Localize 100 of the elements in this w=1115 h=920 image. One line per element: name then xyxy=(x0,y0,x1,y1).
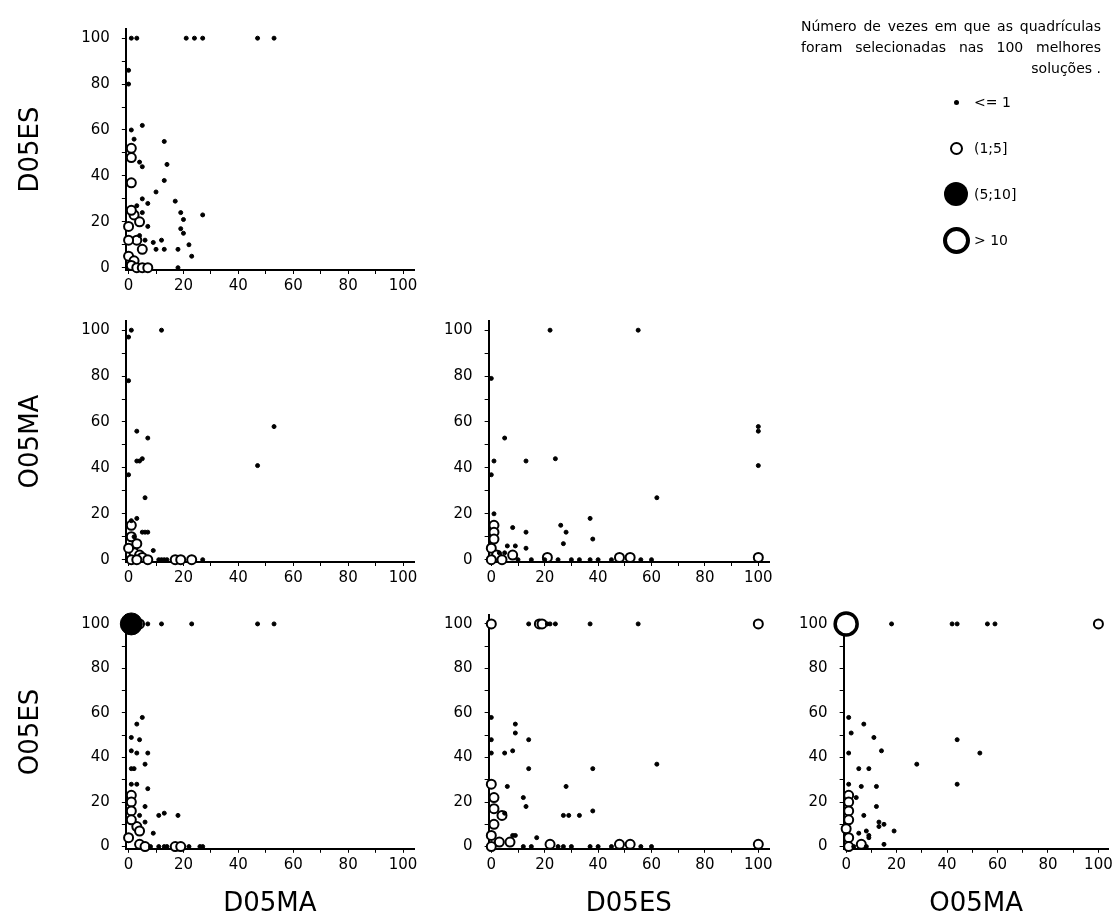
point xyxy=(507,549,519,561)
x-tick-label: 60 xyxy=(283,275,303,294)
y-tick-label: 0 xyxy=(818,836,828,855)
y-axis-title: D05ES xyxy=(14,106,45,193)
y-tick-label: 80 xyxy=(453,365,473,384)
point xyxy=(131,538,143,550)
x-tick-label: 80 xyxy=(338,854,358,873)
y-axis-title: O05MA xyxy=(14,394,45,489)
point xyxy=(840,823,852,835)
y-tick-label: 60 xyxy=(453,411,473,430)
x-tick-label: 60 xyxy=(641,567,662,586)
point xyxy=(123,234,135,246)
x-tick-label: 100 xyxy=(1084,854,1113,873)
x-tick-label: 0 xyxy=(123,275,134,294)
x-tick-label: 20 xyxy=(173,567,194,586)
y-tick-label: 60 xyxy=(90,411,110,430)
y-tick-label: 40 xyxy=(808,747,828,766)
y-tick-label: 100 xyxy=(81,28,110,47)
x-tick-label: 60 xyxy=(641,854,662,873)
point xyxy=(485,829,497,841)
x-tick-label: 100 xyxy=(388,275,418,294)
x-tick-label: 60 xyxy=(283,567,303,586)
point xyxy=(123,220,135,232)
y-tick-label: 20 xyxy=(453,791,473,810)
x-axis-title: O05MA xyxy=(929,887,1024,918)
y-tick-label: 100 xyxy=(443,320,473,339)
y-tick-label: 100 xyxy=(443,613,473,632)
x-tick-label: 100 xyxy=(744,854,773,873)
x-tick-label: 80 xyxy=(338,567,358,586)
point xyxy=(485,841,497,853)
y-tick-label: 40 xyxy=(90,457,110,476)
x-tick-label: 100 xyxy=(388,567,418,586)
point xyxy=(186,554,198,566)
x-tick-label: 80 xyxy=(695,854,715,873)
y-tick-label: 0 xyxy=(100,549,110,568)
point xyxy=(123,832,135,844)
y-tick-label: 100 xyxy=(81,613,110,632)
x-tick-label: 20 xyxy=(173,854,194,873)
text: (5;10] xyxy=(974,186,1017,202)
point xyxy=(1092,618,1104,630)
x-tick-label: 20 xyxy=(887,854,907,873)
y-tick-label: 0 xyxy=(463,836,473,855)
point xyxy=(142,262,154,274)
point xyxy=(496,554,508,566)
x-tick-label: 80 xyxy=(695,567,715,586)
text: <= 1 xyxy=(974,94,1011,110)
y-tick-label: 20 xyxy=(90,503,110,522)
y-tick-label: 60 xyxy=(453,702,473,721)
x-tick-label: 40 xyxy=(228,854,248,873)
y-tick-label: 20 xyxy=(808,791,828,810)
x-tick-label: 60 xyxy=(987,854,1008,873)
x-tick-label: 20 xyxy=(173,275,194,294)
y-tick-label: 80 xyxy=(90,73,110,92)
x-tick-label: 40 xyxy=(937,854,957,873)
text: Número de vezes em que as quadrículas foram selecionadas nas 100 melhores soluções . xyxy=(801,17,1101,78)
y-tick-label: 40 xyxy=(453,457,473,476)
point xyxy=(485,554,497,566)
y-tick-label: 60 xyxy=(90,702,110,721)
x-axis-title: D05ES xyxy=(585,887,672,918)
x-tick-label: 40 xyxy=(228,275,248,294)
y-tick-label: 80 xyxy=(808,658,828,677)
y-tick-label: 20 xyxy=(453,503,473,522)
y-tick-label: 100 xyxy=(798,613,828,632)
x-tick-label: 0 xyxy=(123,854,134,873)
y-tick-label: 80 xyxy=(90,365,110,384)
point xyxy=(123,542,135,554)
y-tick-label: 0 xyxy=(463,549,473,568)
point xyxy=(134,825,146,837)
y-tick-label: 40 xyxy=(90,165,110,184)
y-tick-label: 20 xyxy=(90,791,110,810)
y-tick-label: 60 xyxy=(90,119,110,138)
point xyxy=(485,778,497,790)
y-tick-label: 40 xyxy=(453,747,473,766)
y-tick-label: 0 xyxy=(100,257,110,276)
point xyxy=(493,836,505,848)
x-tick-label: 60 xyxy=(283,854,303,873)
point xyxy=(485,618,497,630)
x-tick-label: 80 xyxy=(338,275,358,294)
point xyxy=(485,542,497,554)
x-tick-label: 0 xyxy=(486,854,497,873)
x-tick-label: 40 xyxy=(228,567,248,586)
point xyxy=(134,216,146,228)
x-tick-label: 0 xyxy=(123,567,134,586)
x-tick-label: 0 xyxy=(841,854,851,873)
x-tick-label: 40 xyxy=(588,567,608,586)
x-tick-label: 20 xyxy=(535,854,555,873)
y-tick-label: 80 xyxy=(453,658,473,677)
x-tick-label: 0 xyxy=(486,567,497,586)
y-tick-label: 40 xyxy=(90,747,110,766)
y-tick-label: 80 xyxy=(90,658,110,677)
y-axis-title: O05ES xyxy=(14,688,45,776)
point xyxy=(752,618,764,630)
point xyxy=(175,554,187,566)
x-tick-label: 100 xyxy=(744,567,773,586)
y-tick-label: 0 xyxy=(100,836,110,855)
text: > 10 xyxy=(974,232,1008,248)
text: (1;5] xyxy=(974,140,1008,156)
x-tick-label: 100 xyxy=(388,854,418,873)
x-tick-label: 80 xyxy=(1038,854,1058,873)
y-tick-label: 60 xyxy=(808,702,828,721)
